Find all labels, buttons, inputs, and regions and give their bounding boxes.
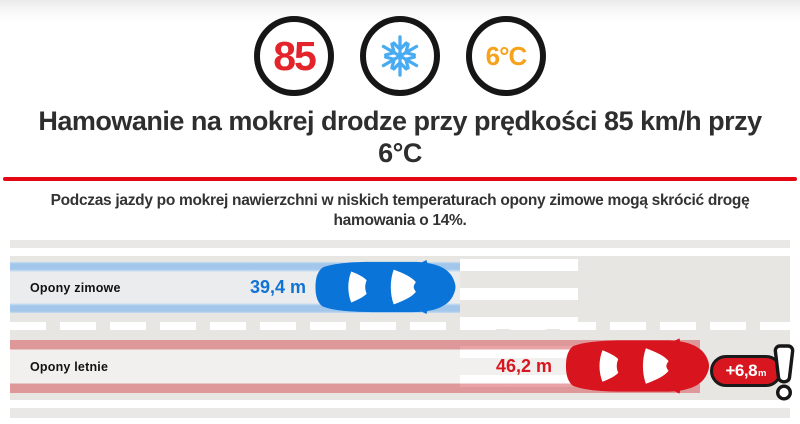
- blue-car-icon: [315, 259, 456, 315]
- page-subtitle: Podczas jazdy po mokrej nawierzchni w ni…: [0, 191, 800, 232]
- braking-distance-chart: Opony zimowe 39,4 m Opony letnie 46,2 m …: [10, 256, 795, 401]
- speed-limit-value: 85: [273, 32, 317, 79]
- winter-tires-label: Opony zimowe: [30, 280, 121, 295]
- road-shoulder-bottom: [10, 408, 790, 418]
- difference-pill: +6,8 m: [710, 355, 782, 387]
- page-title: Hamowanie na mokrej drodze przy prędkośc…: [0, 106, 800, 170]
- distance-difference-badge: +6,8 m: [710, 343, 800, 402]
- snowflake-badge: [360, 16, 440, 96]
- red-car-icon: [565, 338, 710, 394]
- snowflake-icon: [378, 35, 422, 77]
- temperature-value: 6°C: [485, 41, 528, 71]
- summer-tires-bar: Opony letnie 46,2 m: [10, 338, 710, 394]
- summer-tires-label: Opony letnie: [30, 359, 109, 374]
- winter-tires-bar: Opony zimowe 39,4 m: [10, 259, 460, 315]
- summer-distance-value: 46,2 m: [496, 356, 553, 376]
- page-title-line1: Hamowanie na mokrej drodze przy prędkośc…: [38, 106, 762, 136]
- speed-limit-badge: 85: [254, 16, 334, 96]
- winter-distance-value: 39,4 m: [250, 277, 307, 297]
- difference-unit: m: [758, 368, 767, 379]
- header-badges: 85 6°C: [0, 0, 800, 106]
- center-dashed-line: [10, 322, 790, 330]
- exclamation-icon: [773, 344, 795, 401]
- difference-value: +6,8: [725, 361, 758, 380]
- temperature-badge: 6°C: [466, 16, 546, 96]
- page-subtitle-line2: hamowania o 14%.: [333, 212, 467, 230]
- page-title-line2: 6°C: [378, 137, 422, 168]
- page-subtitle-line1: Podczas jazdy po mokrej nawierzchni w ni…: [50, 192, 750, 209]
- road-shoulder-top: [10, 240, 790, 248]
- red-divider: [3, 177, 797, 181]
